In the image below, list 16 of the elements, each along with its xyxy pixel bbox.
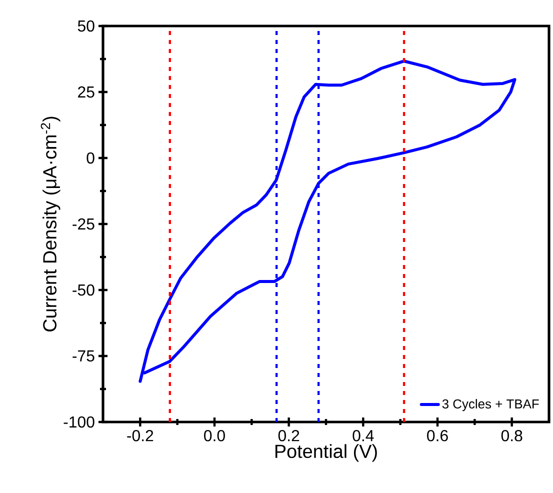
y-tick-label: -100 — [64, 416, 94, 428]
x-tick-label: 0.2 — [278, 430, 300, 442]
legend-label: 3 Cycles + TBAF — [442, 399, 539, 412]
x-tick-label: 0.6 — [427, 430, 448, 442]
x-tick-label: -0.2 — [127, 430, 154, 442]
y-tick-label: 0 — [86, 152, 94, 164]
x-tick-label: 0.4 — [352, 430, 374, 442]
x-tick-label: 0.8 — [501, 430, 522, 442]
y-tick-label: -75 — [72, 350, 94, 362]
x-tick-label: 0.0 — [204, 430, 225, 442]
y-tick-label: 50 — [78, 20, 94, 32]
y-axis-title: Current Density (μA·cm$^{-2}$) — [40, 116, 60, 332]
y-tick-label: -50 — [72, 284, 94, 296]
y-tick-label: -25 — [72, 218, 94, 230]
x-axis-title: Potential (V) — [275, 444, 377, 462]
y-tick-label: 25 — [78, 86, 94, 98]
